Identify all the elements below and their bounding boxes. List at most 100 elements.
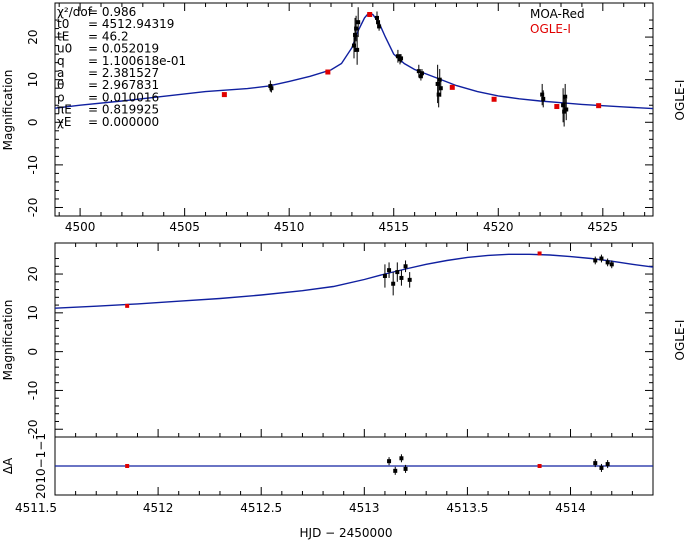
top-moa-point xyxy=(561,103,566,108)
top-ogle-point xyxy=(221,92,227,98)
fit-parameter-value: = 0.010016 xyxy=(88,90,159,104)
middle-moa-point xyxy=(382,273,387,278)
top-moa-point xyxy=(563,94,568,99)
fit-parameter-label: χ²/dof xyxy=(57,5,93,19)
top-moa-point xyxy=(564,107,569,112)
middle-ogle-points xyxy=(125,251,542,308)
middle-moa-point xyxy=(387,268,392,273)
residual-moa-point xyxy=(593,461,598,466)
top-moa-point xyxy=(353,32,358,37)
residual-ylabel: ΔA xyxy=(1,457,15,474)
top-xtick-label: 4510 xyxy=(274,220,305,234)
top-moa-point xyxy=(352,43,356,48)
fit-parameter-value: = 2.381527 xyxy=(88,66,159,80)
fit-parameter-value: = 4512.94319 xyxy=(88,17,174,31)
top-moa-point xyxy=(377,24,382,29)
top-ogle-point xyxy=(325,69,331,75)
fit-parameter-label: u0 xyxy=(57,42,72,56)
x-axis-title: HJD − 2450000 xyxy=(300,526,393,540)
middle-moa-point xyxy=(599,256,604,261)
top-xtick-label: 4520 xyxy=(483,220,514,234)
residual-moa-point xyxy=(403,466,408,471)
top-moa-point xyxy=(375,15,379,20)
residual-moa-point xyxy=(605,462,610,467)
top-ytick-label: -20 xyxy=(26,198,40,218)
fit-parameter-value: = 0.986 xyxy=(88,5,136,19)
fit-parameter-value: = 46.2 xyxy=(88,29,129,43)
top-moa-point xyxy=(416,69,421,74)
top-moa-point xyxy=(435,81,440,86)
top-moa-point xyxy=(437,77,442,82)
fit-parameter-label: θ xyxy=(57,78,64,92)
fit-parameter-value: = 1.100618e-01 xyxy=(88,54,186,68)
top-moa-point xyxy=(356,20,361,25)
middle-ytick-label: 0 xyxy=(26,348,40,356)
residual-moa-point xyxy=(599,465,604,470)
top-xtick-label: 4505 xyxy=(169,220,200,234)
top-moa-point xyxy=(436,92,441,97)
top-ylabel: Magnification xyxy=(1,70,15,151)
top-moa-point xyxy=(399,56,404,61)
fit-parameter-label: t0 xyxy=(57,17,69,31)
top-ytick-label: -10 xyxy=(26,155,40,175)
middle-moa-point xyxy=(605,260,610,265)
fit-parameter-value: = 0.052019 xyxy=(88,42,159,56)
top-ogle-point xyxy=(449,84,455,90)
residual-xtick-label: 4513.5 xyxy=(446,501,488,515)
top-xtick-label: 4515 xyxy=(378,220,409,234)
residual-ytick-text: 2010−1−1 xyxy=(34,433,48,499)
top-moa-point xyxy=(438,86,443,91)
legend-moa-red: MOA-Red xyxy=(530,7,585,21)
middle-moa-point xyxy=(399,275,404,280)
middle-ogle-point xyxy=(125,303,130,308)
residual-xtick-label: 4514 xyxy=(555,501,586,515)
top-moa-point xyxy=(395,54,400,59)
top-moa-point xyxy=(269,86,274,91)
residual-panel-ticks: 4511.5 4512 4512.5 4513 4513.5 4514 xyxy=(15,465,653,515)
top-moa-point xyxy=(354,26,359,31)
residual-moa-point xyxy=(387,459,392,464)
middle-ytick-label: -20 xyxy=(26,419,40,439)
fit-parameter-label: ρ xyxy=(57,90,65,104)
middle-panel-ticks: -20 -10 0 10 20 xyxy=(26,243,653,439)
top-ogle-point xyxy=(596,103,602,109)
top-xtick-label: 4500 xyxy=(65,220,96,234)
middle-panel-frame xyxy=(54,242,654,496)
top-moa-points xyxy=(268,7,569,127)
middle-ylabel: Magnification xyxy=(1,300,15,381)
top-ytick-label: 20 xyxy=(26,29,40,44)
top-panel-frame xyxy=(54,2,654,217)
residual-xtick-label: 4512.5 xyxy=(240,501,282,515)
top-moa-point xyxy=(419,71,424,76)
top-ytick-label: 0 xyxy=(26,118,40,126)
top-ogle-point xyxy=(491,96,497,102)
middle-ytick-label: 20 xyxy=(26,266,40,281)
fit-parameter-value: = 2.967831 xyxy=(88,78,159,92)
residual-ogle-point xyxy=(537,464,542,468)
top-panel-ticks: 4500 4505 4510 4515 4520 4525 -20 -10 0 10 20 xyxy=(26,3,653,234)
residual-moa-point xyxy=(393,468,398,473)
middle-moa-point xyxy=(391,281,396,286)
fit-parameter-value: = 0.819925 xyxy=(88,103,159,117)
fit-parameter-label: χE xyxy=(57,115,72,129)
top-ytick-label: 10 xyxy=(26,72,40,87)
middle-moa-points xyxy=(382,254,614,296)
residual-moa-point xyxy=(399,456,404,461)
top-moa-point xyxy=(355,47,360,52)
middle-moa-point xyxy=(403,264,408,269)
top-side-label: OGLE-I xyxy=(673,80,687,121)
fit-parameter-label: q xyxy=(57,54,65,68)
top-xtick-label: 4525 xyxy=(588,220,619,234)
fit-parameters: χ²/dof= 0.986 t0 = 4512.94319 tE = 46.2 u0 = 0… xyxy=(57,5,186,129)
middle-moa-point xyxy=(609,262,614,267)
top-moa-point xyxy=(562,109,567,114)
top-moa-point xyxy=(268,84,273,89)
middle-ytick-label: 10 xyxy=(26,305,40,320)
top-moa-point xyxy=(376,20,381,25)
top-moa-point xyxy=(418,74,423,79)
residual-ogle-point xyxy=(125,464,130,468)
residual-points xyxy=(125,454,610,475)
residual-xtick-label: 4511.5 xyxy=(15,501,57,515)
